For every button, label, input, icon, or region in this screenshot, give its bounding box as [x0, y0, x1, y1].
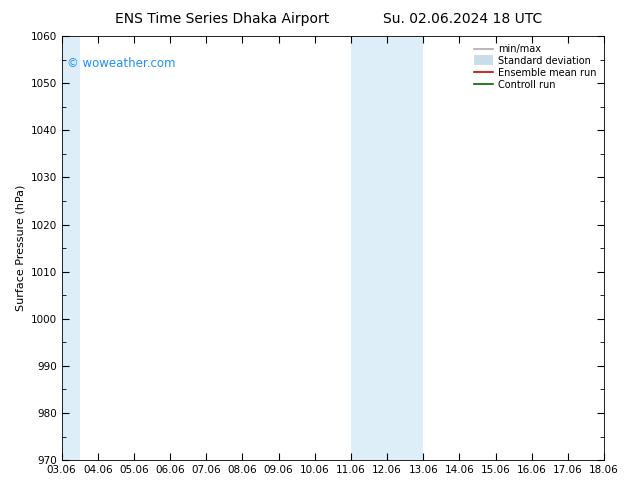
Legend: min/max, Standard deviation, Ensemble mean run, Controll run: min/max, Standard deviation, Ensemble me… [470, 41, 599, 93]
Text: ENS Time Series Dhaka Airport: ENS Time Series Dhaka Airport [115, 12, 329, 26]
Bar [604, 36, 634, 460]
Bar [351, 36, 424, 460]
Text: © woweather.com: © woweather.com [67, 57, 176, 71]
Y-axis label: Surface Pressure (hPa): Surface Pressure (hPa) [15, 185, 25, 311]
Text: Su. 02.06.2024 18 UTC: Su. 02.06.2024 18 UTC [383, 12, 543, 26]
Bar [61, 36, 80, 460]
